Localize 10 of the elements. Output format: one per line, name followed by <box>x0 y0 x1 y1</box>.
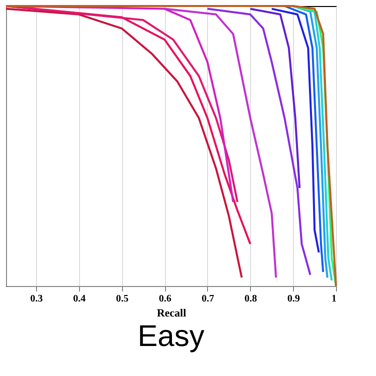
x-axis-title: Recall <box>156 308 186 320</box>
x-tick-label: 0.8 <box>244 294 258 304</box>
x-tick-label: 0.7 <box>202 294 214 304</box>
x-tick-label: 0.9 <box>287 294 300 304</box>
x-tick-label: 0.3 <box>30 294 43 304</box>
x-tick-label: 1 <box>332 294 336 304</box>
x-tick-label: 0.6 <box>158 294 172 304</box>
x-tick-label: 0.4 <box>73 294 86 304</box>
text: Easy <box>138 320 204 353</box>
x-tick-label: 0.5 <box>116 294 128 304</box>
